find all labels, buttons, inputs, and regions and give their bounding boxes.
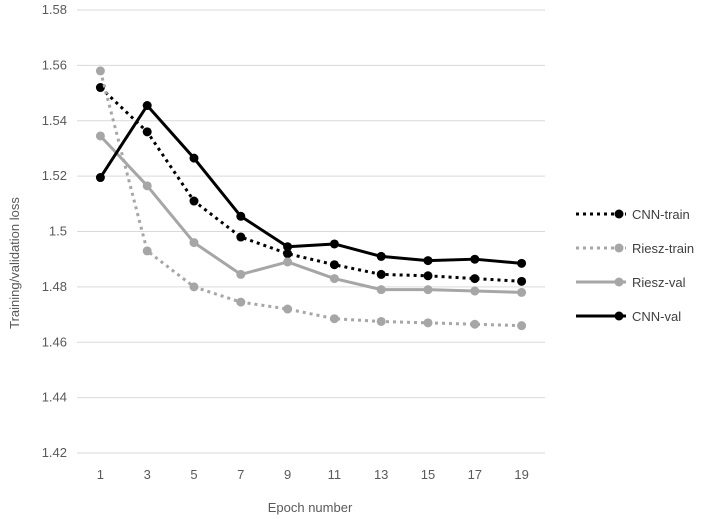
x-tick-label: 3 — [144, 467, 151, 482]
data-point — [376, 316, 386, 326]
data-point — [142, 127, 152, 137]
data-point — [423, 271, 433, 281]
y-tick-label: 1.56 — [42, 57, 67, 72]
data-point — [95, 173, 105, 183]
series-riesz-train — [95, 66, 527, 331]
series-line — [99, 104, 522, 265]
data-point — [236, 297, 246, 307]
y-tick-label: 1.54 — [42, 113, 67, 128]
data-point — [329, 274, 339, 284]
data-point — [189, 153, 199, 163]
data-point — [142, 181, 152, 191]
y-tick-label: 1.48 — [42, 279, 67, 294]
data-point — [423, 285, 433, 295]
y-axis-ticks: 1.42 1.44 1.46 1.48 1.5 1.52 1.54 1.56 1.58 — [42, 2, 67, 460]
y-tick-label: 1.52 — [42, 168, 67, 183]
legend-item: CNN-train — [576, 207, 690, 222]
x-tick-label: 11 — [328, 467, 342, 482]
data-point — [470, 319, 480, 329]
x-axis-title: Epoch number — [268, 500, 353, 515]
legend-marker — [614, 311, 624, 321]
legend-marker — [614, 277, 624, 287]
series-line — [98, 70, 522, 328]
y-axis-title: Training/validation loss — [7, 197, 22, 329]
x-tick-label: 13 — [374, 467, 388, 482]
y-tick-label: 1.44 — [42, 390, 67, 405]
legend-label: CNN-train — [632, 207, 690, 222]
legend-label: Riesz-val — [632, 275, 686, 290]
x-tick-label: 17 — [468, 467, 482, 482]
x-tick-label: 9 — [284, 467, 291, 482]
legend: CNN-train Riesz-train Riesz-val CNN-val — [576, 207, 694, 324]
series-riesz-val — [95, 131, 527, 297]
data-point — [376, 285, 386, 295]
legend-label: CNN-val — [632, 309, 681, 324]
data-point — [517, 258, 527, 268]
y-tick-label: 1.42 — [42, 445, 67, 460]
x-tick-label: 5 — [190, 467, 197, 482]
data-point — [470, 254, 480, 264]
legend-item: Riesz-train — [576, 241, 694, 256]
legend-label: Riesz-train — [632, 241, 694, 256]
gridlines — [77, 9, 545, 454]
legend-item: CNN-val — [576, 309, 681, 324]
y-tick-label: 1.46 — [42, 334, 67, 349]
data-point — [517, 276, 527, 286]
x-tick-label: 19 — [514, 467, 528, 482]
x-axis-ticks: 1 3 5 7 9 11 13 15 17 19 — [97, 467, 529, 482]
data-point — [189, 196, 199, 206]
y-tick-label: 1.5 — [49, 224, 67, 239]
data-point — [236, 211, 246, 221]
data-point — [142, 101, 152, 111]
series-line — [99, 134, 522, 294]
data-point — [189, 282, 199, 292]
series-lines — [95, 66, 527, 331]
legend-marker — [614, 243, 624, 253]
data-point — [283, 257, 293, 267]
data-point — [376, 251, 386, 261]
data-point — [517, 321, 527, 331]
x-tick-label: 7 — [237, 467, 244, 482]
series-line — [99, 86, 522, 283]
series-cnn-train — [95, 83, 527, 286]
data-point — [283, 249, 293, 259]
data-point — [329, 260, 339, 270]
data-point — [376, 269, 386, 279]
data-point — [329, 239, 339, 249]
data-point — [283, 242, 293, 252]
data-point — [470, 274, 480, 284]
data-point — [470, 286, 480, 296]
y-tick-label: 1.58 — [42, 2, 67, 17]
data-point — [95, 66, 105, 76]
data-point — [95, 131, 105, 141]
data-point — [517, 287, 527, 297]
data-point — [423, 256, 433, 266]
series-cnn-val — [95, 101, 527, 268]
data-point — [283, 304, 293, 314]
legend-marker — [614, 209, 624, 219]
data-point — [329, 314, 339, 324]
data-point — [236, 232, 246, 242]
data-point — [423, 318, 433, 328]
data-point — [236, 269, 246, 279]
data-point — [142, 246, 152, 256]
data-point — [189, 238, 199, 248]
legend-item: Riesz-val — [576, 275, 686, 290]
x-tick-label: 1 — [97, 467, 104, 482]
x-tick-label: 15 — [421, 467, 435, 482]
